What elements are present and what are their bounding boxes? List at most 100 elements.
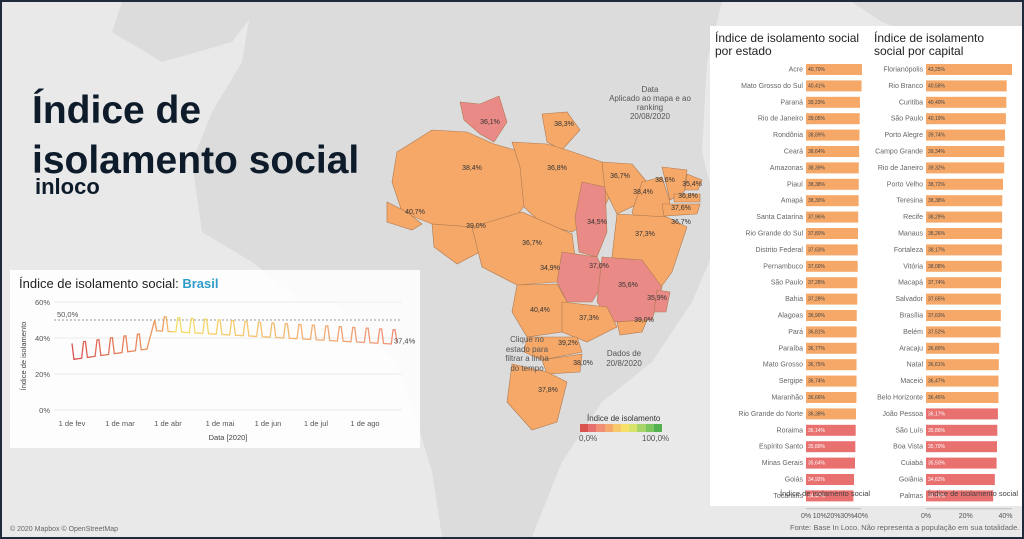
ranking-bar xyxy=(926,244,1002,256)
state-value-label: 38,3% xyxy=(554,121,574,128)
ranking-bar xyxy=(926,178,1003,190)
ranking-category-label: Salvador xyxy=(895,296,923,303)
ranking-value-label: 37,52% xyxy=(928,329,946,335)
ranking-bar xyxy=(806,441,856,453)
state-value-label: 39,0% xyxy=(466,223,486,230)
ranking-bar xyxy=(926,129,1006,141)
state-goias xyxy=(556,251,608,303)
ranking-bar xyxy=(806,408,857,420)
ranking-category-label: Santa Catarina xyxy=(756,214,803,221)
ranking-value-label: 34,92% xyxy=(808,477,826,483)
ranking-bar xyxy=(806,195,859,207)
ranking-value-label: 38,39% xyxy=(808,165,826,171)
legend-max: 100,0% xyxy=(642,434,670,443)
ranking-value-label: 35,86% xyxy=(928,428,946,434)
ranking-bar xyxy=(806,80,862,92)
ranking-category-label: Porto Velho xyxy=(887,181,923,188)
state-value-label: 36,7% xyxy=(522,240,542,247)
ranking-bar xyxy=(926,490,994,502)
state-pernambuco xyxy=(661,203,701,217)
ranking-axis-tick: 40% xyxy=(999,513,1013,520)
state-value-label: 37,3% xyxy=(635,231,655,238)
ranking-value-label: 36,45% xyxy=(928,395,946,401)
ranking-value-label: 33,79% xyxy=(928,493,946,499)
state-value-label: 39,0% xyxy=(634,317,654,324)
ranking-bar xyxy=(926,441,997,453)
timeline-title-region[interactable]: Brasil xyxy=(182,276,219,291)
ranking-category-label: Bahia xyxy=(785,296,803,303)
state-rio-grande-do-sul xyxy=(506,363,568,431)
ranking-category-label: Espírito Santo xyxy=(759,444,803,451)
ranking-category-label: Pará xyxy=(788,329,803,336)
ranking-bar xyxy=(926,474,995,485)
ranking-value-label: 35,50% xyxy=(928,461,946,467)
ranking-bar xyxy=(926,359,999,371)
ranking-bar xyxy=(926,392,999,403)
ranking-category-label: Goiás xyxy=(785,477,804,484)
state-value-label: 38,6% xyxy=(655,177,675,184)
ranking-value-label: 36,17% xyxy=(928,411,946,417)
ranking-value-label: 37,63% xyxy=(928,313,946,319)
state-paraiba xyxy=(673,193,701,203)
ranking-value-label: 39,23% xyxy=(808,100,826,106)
ranking-bar xyxy=(806,392,857,403)
ranking-bar xyxy=(926,195,1003,207)
ranking-value-label: 38,17% xyxy=(928,247,946,253)
ranking-category-label: Belém xyxy=(903,329,923,336)
ranking-bar xyxy=(806,96,860,108)
ranking-category-label: Acre xyxy=(789,67,804,74)
ranking-category-label: Ceará xyxy=(784,149,803,156)
state-amapa xyxy=(541,111,581,151)
ranking-category-label: Palmas xyxy=(900,493,924,500)
state-value-label: 38,4% xyxy=(633,189,653,196)
map-hint-date: Dados de 20/8/2020 xyxy=(606,349,642,368)
legend-swatch xyxy=(629,424,638,432)
ranking-capital-axis-title: Índice de isolamento social xyxy=(928,489,1019,498)
ranking-bar xyxy=(926,293,1001,305)
dashboard-title: Índice de isolamento social xyxy=(32,86,359,186)
ranking-value-label: 36,38% xyxy=(808,411,826,417)
state-value-label: 37,6% xyxy=(671,205,691,212)
ranking-axis-tick: 0% xyxy=(801,513,811,520)
ranking-value-label: 37,63% xyxy=(808,247,826,253)
ranking-category-label: Rio Grande do Norte xyxy=(738,411,803,418)
ranking-category-label: Fortaleza xyxy=(894,247,923,254)
ranking-category-label: Minas Gerais xyxy=(762,460,804,467)
timeline-xtick: 1 de abr xyxy=(154,419,182,428)
ranking-bar xyxy=(806,424,856,436)
ranking-category-label: Amapá xyxy=(781,198,803,205)
ranking-bar xyxy=(806,113,860,125)
ranking-bar xyxy=(926,228,1003,239)
ranking-category-label: Recife xyxy=(903,214,923,221)
ranking-category-label: Distrito Federal xyxy=(756,247,804,254)
ranking-value-label: 40,58% xyxy=(928,83,946,89)
ranking-category-label: Campo Grande xyxy=(875,149,923,156)
ranking-value-label: 36,61% xyxy=(928,362,946,368)
legend-color-scale xyxy=(580,424,663,432)
date-filter-label: Data xyxy=(641,85,659,94)
ranking-value-label: 39,32% xyxy=(928,165,946,171)
ranking-category-label: Rio Branco xyxy=(888,83,923,90)
state-value-label: 37,3% xyxy=(579,315,599,322)
ranking-category-label: Mato Grosso do Sul xyxy=(741,83,803,90)
date-filter[interactable]: Data Aplicado ao mapa e ao ranking 20/08… xyxy=(600,85,700,121)
title-line2: isolamento social xyxy=(32,139,360,182)
ranking-bar xyxy=(806,457,856,469)
state-amazonas xyxy=(391,129,528,228)
ranking-axis-tick: 0% xyxy=(921,513,931,520)
state-value-label: 36,8% xyxy=(547,165,567,172)
ranking-value-label: 34,47% xyxy=(808,493,826,499)
ranking-bar xyxy=(806,490,854,502)
state-rio-de-janeiro xyxy=(616,319,648,336)
date-filter-value[interactable]: 20/08/2020 xyxy=(629,112,671,121)
ranking-category-label: Teresina xyxy=(897,198,924,205)
map-credits[interactable]: © 2020 Mapbox © OpenStreetMap xyxy=(10,526,118,533)
legend-swatch xyxy=(580,424,589,432)
timeline-x-title: Data [2020] xyxy=(209,433,248,442)
ranking-bar xyxy=(926,375,999,387)
ranking-value-label: 37,96% xyxy=(808,215,826,221)
legend-swatch xyxy=(653,424,663,432)
legend-min: 0,0% xyxy=(579,434,598,443)
timeline-ytick: 20% xyxy=(35,370,50,379)
